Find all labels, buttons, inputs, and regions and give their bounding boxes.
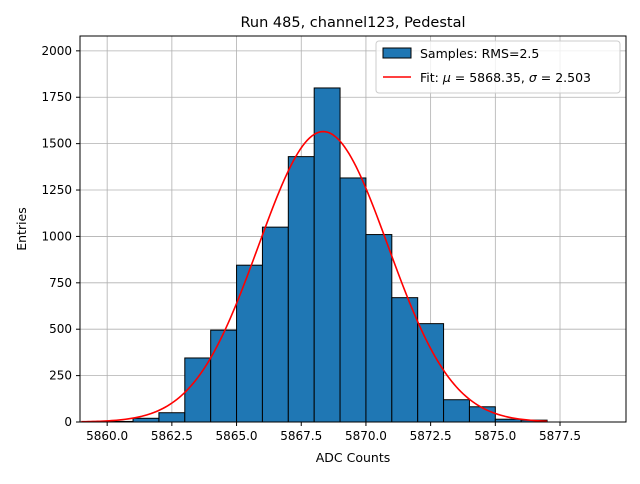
histogram-bar: [236, 264, 263, 423]
y-tick-label: 1250: [41, 183, 72, 197]
y-tick-label: 2000: [41, 44, 72, 58]
y-axis-ticks: 0 250 500 750 1000 1250 1500 1750 2000: [41, 44, 80, 429]
legend-fit-label: Fit: μ = 5868.35, σ = 2.503: [420, 70, 591, 85]
x-tick-label: 5877.5: [539, 429, 581, 443]
legend: Samples: RMS=2.5 Fit: μ = 5868.35, σ = 2…: [375, 40, 621, 94]
histogram-bar: [184, 357, 212, 423]
histogram-bar: [261, 226, 289, 423]
histogram-bar: [443, 399, 470, 423]
y-tick-label: 1500: [41, 137, 72, 151]
y-tick-label: 750: [49, 276, 72, 290]
legend-fit-mu-value: = 5868.35,: [451, 70, 529, 85]
x-axis-label: ADC Counts: [316, 450, 391, 465]
histogram-bar: [158, 412, 186, 423]
histogram-bar: [468, 406, 496, 423]
y-tick-label: 250: [49, 369, 72, 383]
legend-fit-sigma-value: = 2.503: [537, 70, 591, 85]
x-tick-label: 5875.0: [474, 429, 516, 443]
histogram-bars: [106, 87, 548, 423]
chart-title: Run 485, channel123, Pedestal: [240, 15, 465, 31]
histogram-bar: [339, 177, 367, 423]
fit-curve: [81, 130, 548, 423]
legend-fit-mu: μ: [442, 70, 451, 85]
legend-fit-prefix: Fit:: [420, 70, 443, 85]
y-tick-label: 500: [49, 322, 72, 336]
histogram-bar: [287, 156, 315, 423]
y-tick-label: 1000: [41, 229, 72, 243]
y-tick-label: 0: [64, 415, 72, 429]
x-axis-ticks: 5860.0 5862.5 5865.0 5867.5 5870.0 5872.5 5875…: [86, 422, 581, 443]
legend-box: [375, 40, 621, 94]
x-tick-label: 5865.0: [216, 429, 258, 443]
histogram-bar: [417, 323, 445, 423]
histogram-bar: [132, 417, 160, 423]
x-tick-label: 5872.5: [410, 429, 452, 443]
histogram-bar: [210, 329, 238, 423]
legend-histogram-label: Samples: RMS=2.5: [420, 46, 539, 61]
y-axis-label: Entries: [14, 207, 29, 251]
x-tick-label: 5870.0: [345, 429, 387, 443]
legend-histogram-swatch: [382, 47, 412, 59]
histogram-bar: [365, 234, 393, 423]
y-tick-label: 1750: [41, 90, 72, 104]
legend-fit-sigma: σ: [529, 70, 538, 85]
axes-frame: [79, 35, 627, 423]
histogram-bar: [391, 297, 419, 423]
x-tick-label: 5867.5: [280, 429, 322, 443]
x-tick-label: 5862.5: [151, 429, 193, 443]
x-tick-label: 5860.0: [86, 429, 128, 443]
histogram-bar: [313, 87, 341, 423]
